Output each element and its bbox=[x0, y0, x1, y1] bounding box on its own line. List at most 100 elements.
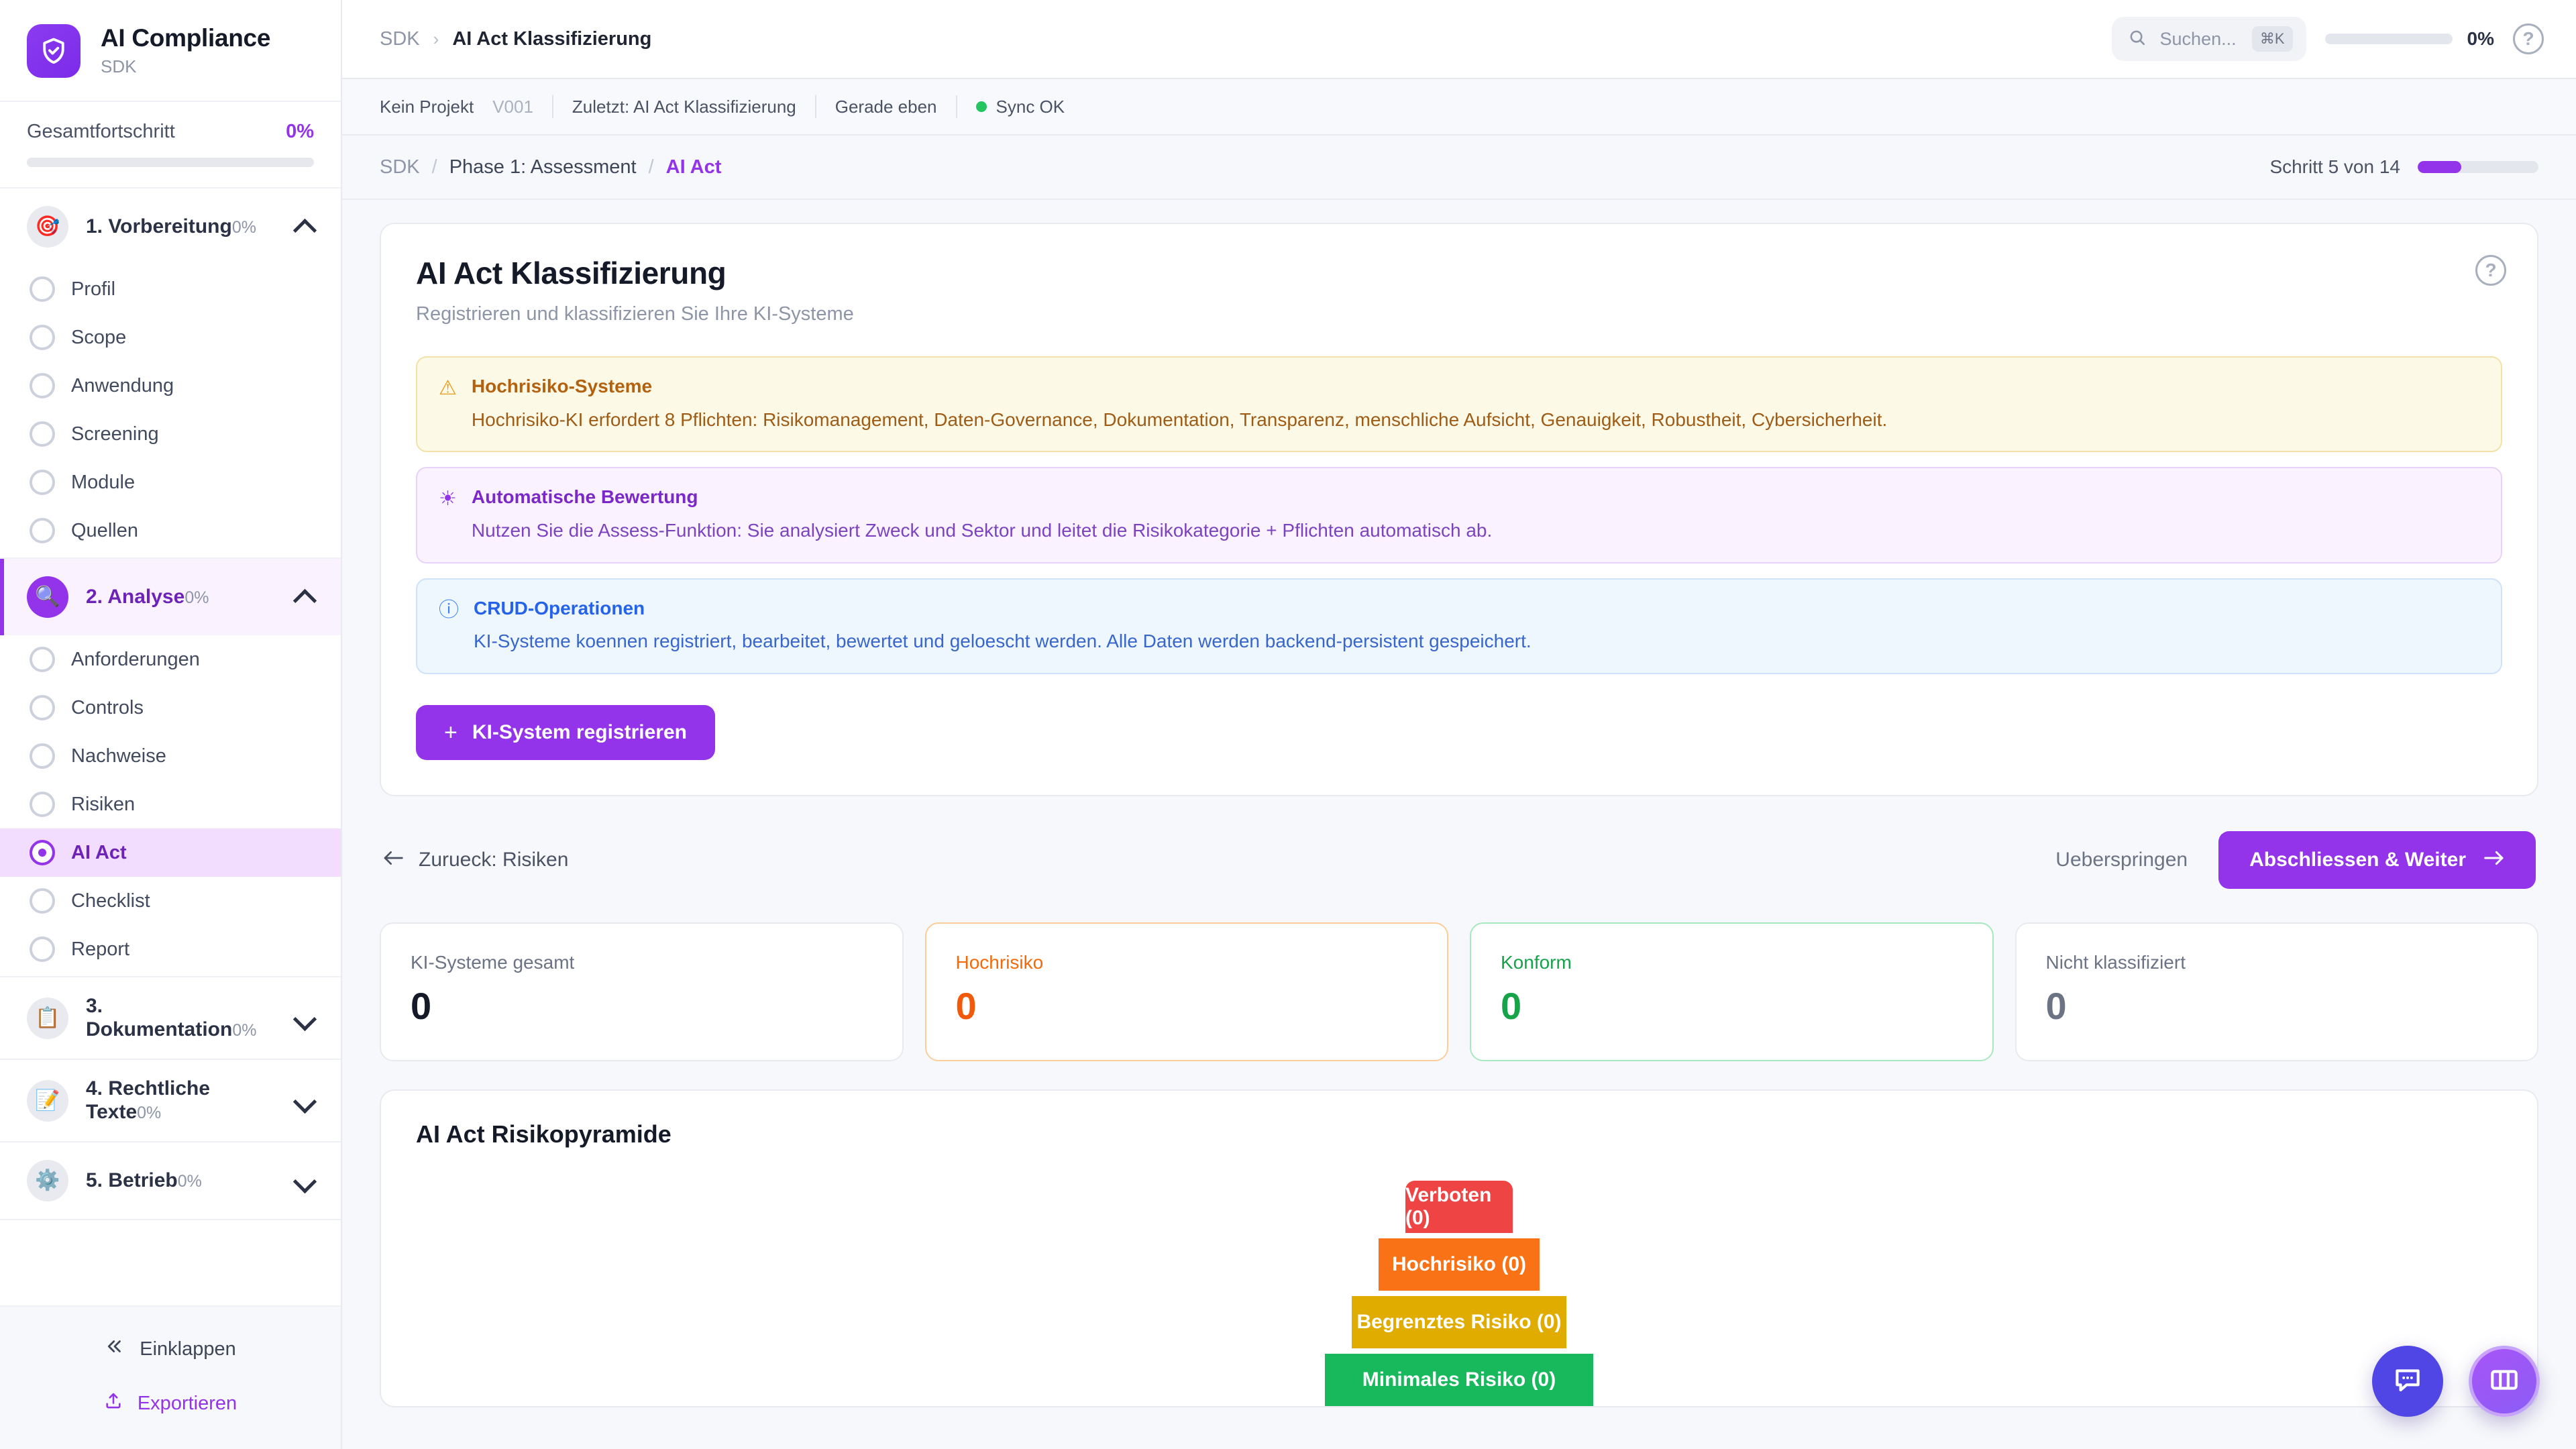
sidebar-item-ai-act[interactable]: AI Act bbox=[0, 828, 341, 877]
register-ai-system-button[interactable]: + KI-System registrieren bbox=[416, 705, 715, 761]
sidebar-step-list: Profil Scope Anwendung Screening Module Quell… bbox=[0, 265, 341, 557]
export-label: Exportieren bbox=[137, 1392, 237, 1414]
shield-check-icon bbox=[27, 24, 80, 78]
chevron-down-icon[interactable] bbox=[294, 1012, 314, 1024]
sidebar-item-label: Module bbox=[71, 471, 136, 493]
top-progress-track bbox=[2324, 34, 2453, 44]
help-icon[interactable]: ? bbox=[2513, 23, 2544, 54]
step-radio-icon bbox=[30, 695, 55, 720]
panel-fab[interactable] bbox=[2469, 1346, 2540, 1417]
complete-and-next-button[interactable]: Abschliessen & Weiter bbox=[2218, 831, 2536, 890]
export-button[interactable]: Exportieren bbox=[27, 1382, 314, 1425]
card-help-icon[interactable]: ? bbox=[2475, 255, 2506, 286]
sidebar-phase-header-3[interactable]: 📋 3. Dokumentation0% bbox=[0, 977, 341, 1059]
phase-name: 1. Vorbereitung bbox=[86, 215, 232, 237]
stat-value: 0 bbox=[411, 985, 432, 1028]
sidebar-nav: 🎯 1. Vorbereitung0% Profil Scope Anwendung Sc… bbox=[0, 189, 341, 1305]
step-radio-icon bbox=[30, 840, 55, 865]
pyramid-row[interactable]: Minimales Risiko (0) bbox=[1325, 1354, 1593, 1407]
chevron-down-icon[interactable] bbox=[294, 1095, 314, 1107]
phase-name: 4. Rechtliche Texte bbox=[86, 1077, 211, 1123]
overall-progress-track bbox=[27, 158, 314, 167]
breadcrumb-phase[interactable]: Phase 1: Assessment bbox=[449, 156, 637, 178]
sidebar-phase-header-2[interactable]: 🔍 2. Analyse0% bbox=[0, 559, 341, 635]
alert-body: Hochrisiko-KI erfordert 8 Pflichten: Ris… bbox=[471, 409, 1888, 430]
alert-warn: ⚠ Hochrisiko-Systeme Hochrisiko-KI erforde… bbox=[416, 356, 2502, 453]
last-activity-time: Gerade eben bbox=[835, 96, 937, 117]
back-button[interactable]: Zurueck: Risiken bbox=[382, 849, 568, 871]
sidebar-item-risiken[interactable]: Risiken bbox=[0, 780, 341, 828]
sidebar-item-quellen[interactable]: Quellen bbox=[0, 506, 341, 555]
phase-percent: 0% bbox=[177, 1171, 202, 1191]
step-radio-icon bbox=[30, 421, 55, 447]
sidebar-item-anwendung[interactable]: Anwendung bbox=[0, 362, 341, 410]
columns-icon bbox=[2487, 1363, 2521, 1400]
top-bar: SDK › AI Act Klassifizierung Suchen... ⌘… bbox=[342, 0, 2576, 79]
collapse-sidebar-label: Einklappen bbox=[140, 1338, 236, 1360]
sidebar-item-module[interactable]: Module bbox=[0, 458, 341, 506]
sidebar-item-label: Profil bbox=[71, 278, 116, 300]
search-shortcut-badge: ⌘K bbox=[2251, 26, 2293, 52]
sidebar-phase-1: 🎯 1. Vorbereitung0% Profil Scope Anwendung Sc… bbox=[0, 189, 341, 559]
step-radio-icon bbox=[30, 647, 55, 672]
phase-percent: 0% bbox=[232, 1020, 257, 1040]
brand-header[interactable]: AI Compliance SDK bbox=[0, 0, 341, 102]
chevron-down-icon[interactable] bbox=[294, 1175, 314, 1187]
breadcrumb-root[interactable]: SDK bbox=[380, 156, 420, 178]
pyramid-row[interactable]: Begrenztes Risiko (0) bbox=[1352, 1296, 1566, 1349]
stat-label: KI-Systeme gesamt bbox=[411, 952, 575, 973]
breadcrumb-separator: / bbox=[648, 156, 654, 178]
chevron-right-icon: › bbox=[433, 28, 439, 49]
phase-name: 5. Betrieb bbox=[86, 1169, 178, 1191]
sidebar-item-controls[interactable]: Controls bbox=[0, 684, 341, 732]
step-radio-icon bbox=[30, 470, 55, 495]
sidebar-item-label: AI Act bbox=[71, 841, 127, 863]
sidebar-phase-3: 📋 3. Dokumentation0% bbox=[0, 977, 341, 1060]
skip-button[interactable]: Ueberspringen bbox=[2055, 849, 2188, 871]
search-input[interactable]: Suchen... ⌘K bbox=[2111, 17, 2306, 61]
sidebar-item-label: Anwendung bbox=[71, 374, 174, 396]
chevron-up-icon[interactable] bbox=[294, 591, 314, 603]
step-radio-icon bbox=[30, 743, 55, 769]
collapse-sidebar-button[interactable]: Einklappen bbox=[27, 1327, 314, 1371]
alert-text: CRUD-Operationen KI-Systeme koennen regis… bbox=[474, 597, 1532, 654]
alert-text: Automatische Bewertung Nutzen Sie die Ass… bbox=[472, 486, 1492, 543]
breadcrumb-separator: / bbox=[431, 156, 437, 178]
phase-percent: 0% bbox=[231, 217, 256, 237]
alert-body: KI-Systeme koennen registriert, bearbeit… bbox=[474, 631, 1532, 652]
info-circle-icon: ⓘ bbox=[439, 598, 459, 621]
alert-tip: ☀ Automatische Bewertung Nutzen Sie die As… bbox=[416, 467, 2502, 564]
step-radio-icon bbox=[30, 276, 55, 302]
sidebar-item-scope[interactable]: Scope bbox=[0, 313, 341, 362]
sidebar-item-anforderungen[interactable]: Anforderungen bbox=[0, 635, 341, 684]
sidebar-item-nachweise[interactable]: Nachweise bbox=[0, 732, 341, 780]
pyramid-row[interactable]: Verboten (0) bbox=[1405, 1181, 1513, 1234]
chat-bubble-icon bbox=[2391, 1363, 2424, 1400]
arrow-left-icon bbox=[382, 849, 404, 871]
phase-name: 2. Analyse bbox=[86, 585, 185, 608]
sidebar-item-screening[interactable]: Screening bbox=[0, 410, 341, 458]
sidebar-phase-header-5[interactable]: ⚙️ 5. Betrieb0% bbox=[0, 1142, 341, 1219]
sidebar-item-profil[interactable]: Profil bbox=[0, 265, 341, 313]
plus-icon: + bbox=[444, 720, 458, 746]
sidebar-step-list: Anforderungen Controls Nachweise Risiken AI … bbox=[0, 635, 341, 976]
pyramid-row[interactable]: Hochrisiko (0) bbox=[1379, 1238, 1540, 1291]
stat-value: 0 bbox=[2045, 985, 2067, 1028]
alert-list: ⚠ Hochrisiko-Systeme Hochrisiko-KI erforde… bbox=[416, 356, 2502, 675]
sidebar-item-report[interactable]: Report bbox=[0, 925, 341, 973]
search-placeholder: Suchen... bbox=[2159, 28, 2237, 49]
upload-icon bbox=[104, 1391, 123, 1415]
overall-progress-value: 0% bbox=[286, 121, 314, 142]
breadcrumb: SDK / Phase 1: Assessment / AI Act bbox=[380, 156, 721, 178]
sidebar-phase-header-4[interactable]: 📝 4. Rechtliche Texte0% bbox=[0, 1060, 341, 1141]
sidebar-item-label: Checklist bbox=[71, 890, 150, 912]
sidebar-footer: Einklappen Exportieren bbox=[0, 1305, 341, 1449]
floating-action-buttons bbox=[2372, 1346, 2540, 1417]
top-breadcrumb-root[interactable]: SDK bbox=[380, 28, 420, 50]
chat-fab[interactable] bbox=[2372, 1346, 2443, 1417]
phase-meta: 3. Dokumentation0% bbox=[86, 995, 276, 1041]
sidebar-item-checklist[interactable]: Checklist bbox=[0, 877, 341, 925]
chevron-up-icon[interactable] bbox=[294, 221, 314, 233]
sidebar-phase-header-1[interactable]: 🎯 1. Vorbereitung0% bbox=[0, 189, 341, 265]
